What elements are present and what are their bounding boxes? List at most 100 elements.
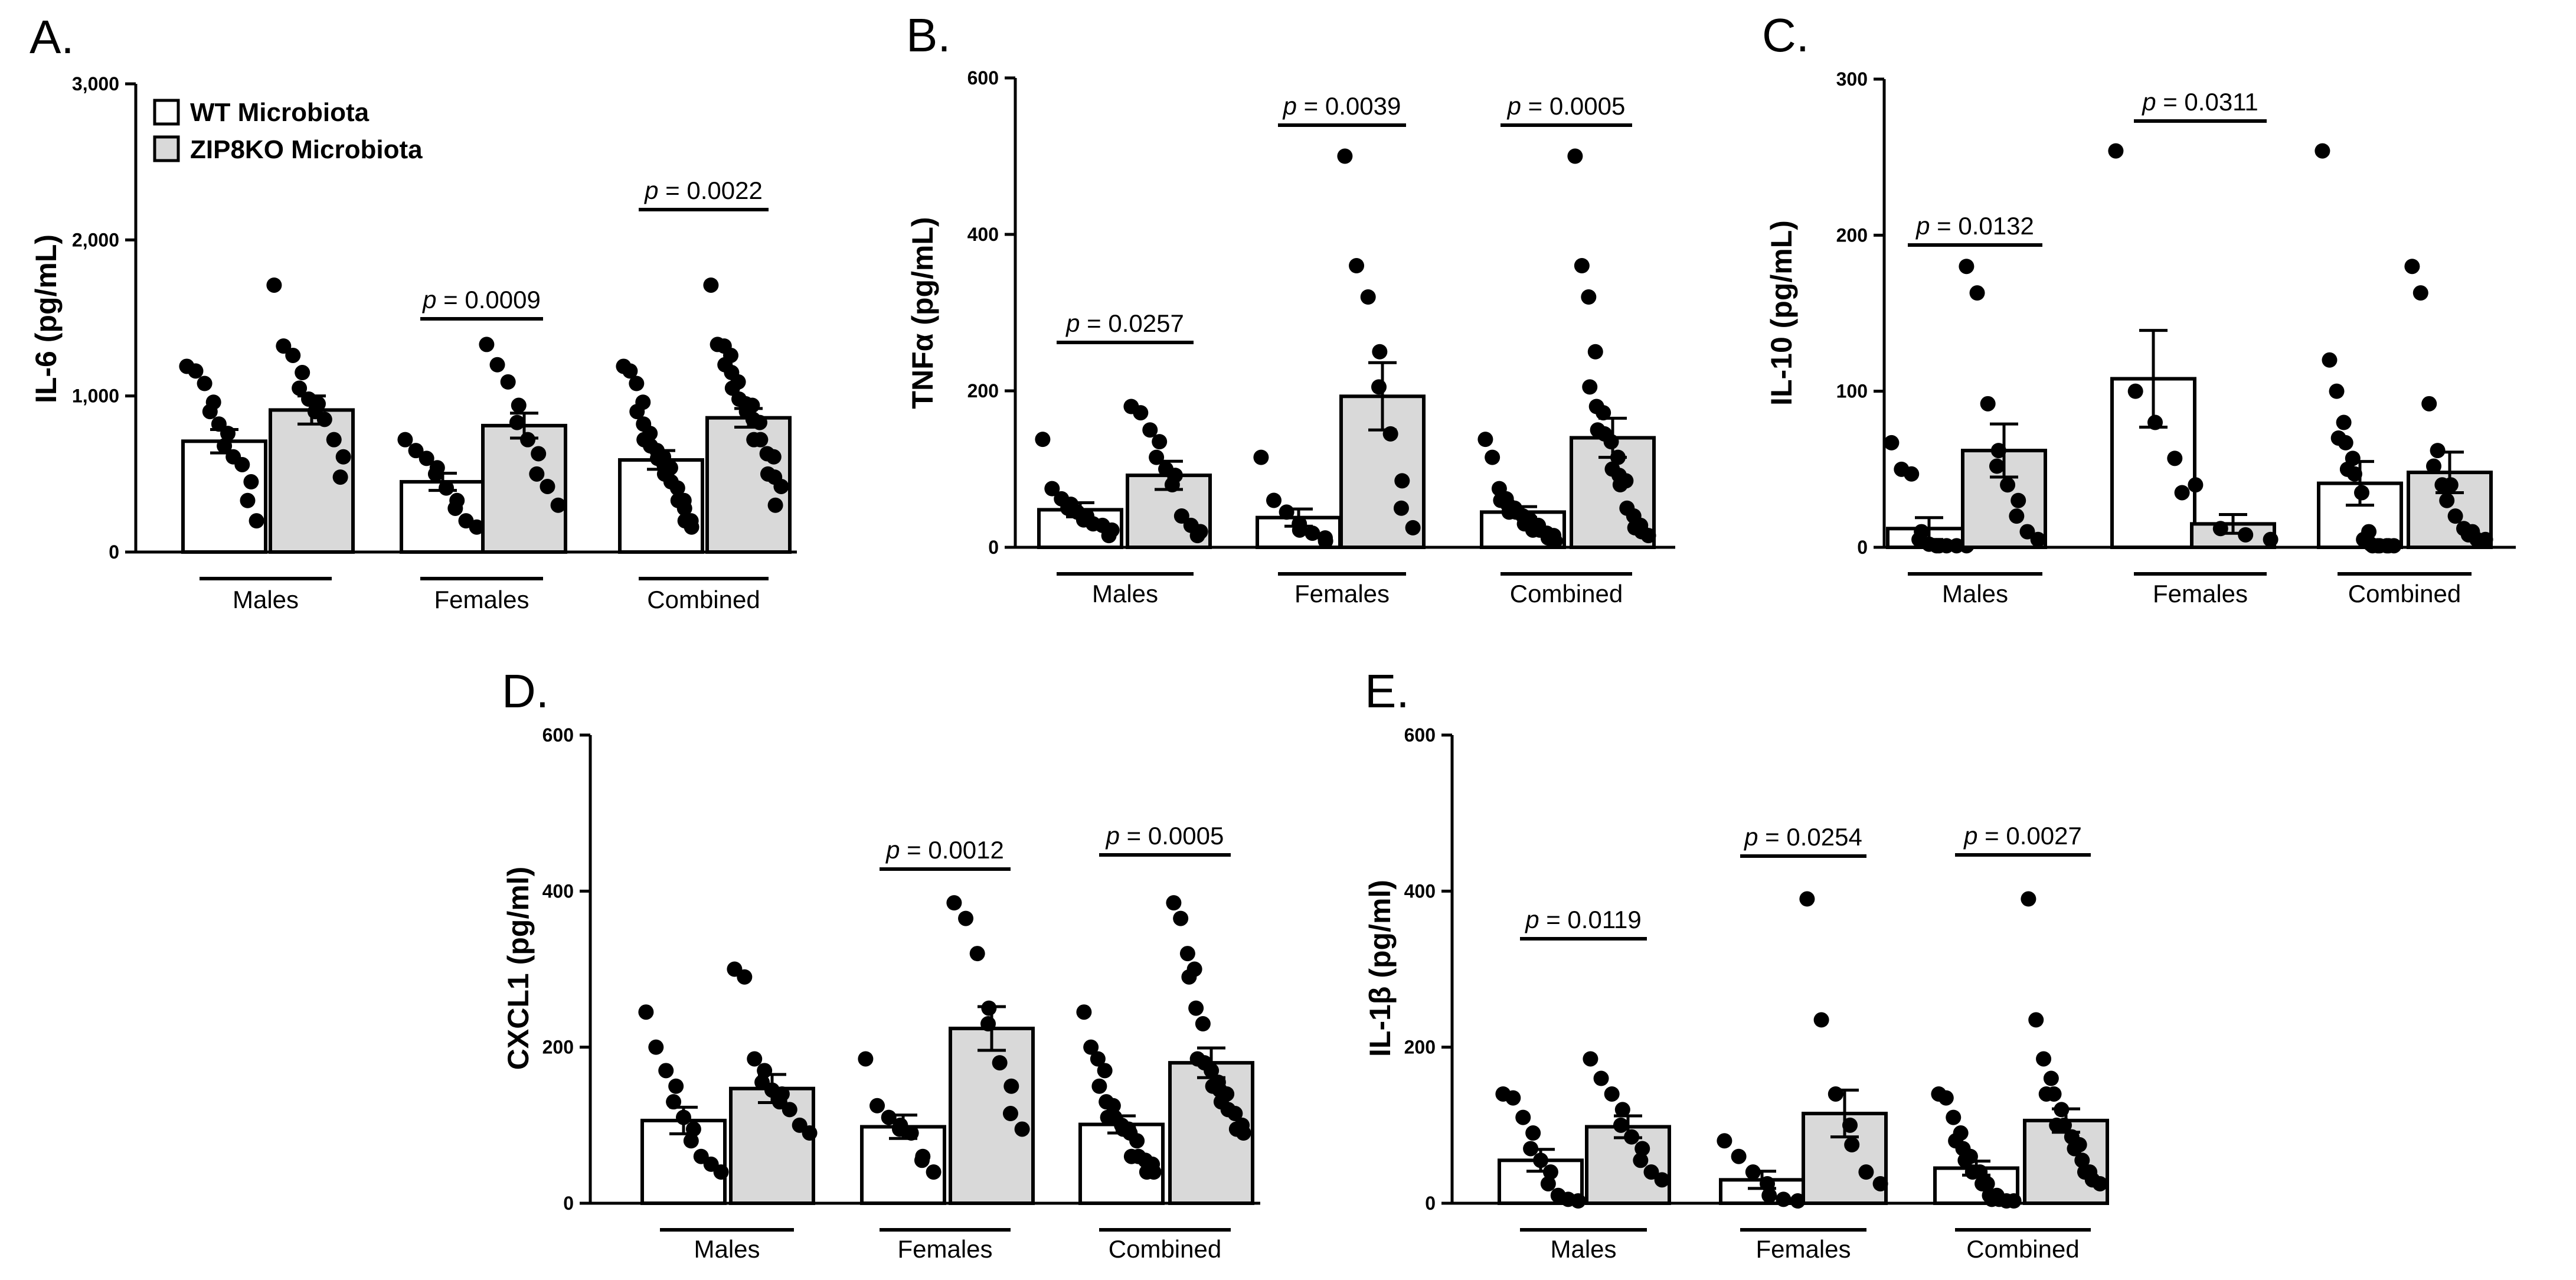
data-point bbox=[2108, 143, 2124, 159]
data-point bbox=[1393, 500, 1409, 516]
data-point bbox=[1959, 259, 1975, 275]
y-tick-label: 0 bbox=[109, 541, 119, 563]
data-point bbox=[511, 397, 527, 413]
data-point bbox=[2447, 508, 2463, 524]
data-point bbox=[1593, 1070, 1609, 1086]
data-point bbox=[1643, 1164, 1659, 1180]
legend: WT Microbiota ZIP8KO Microbiota bbox=[153, 98, 423, 164]
data-point bbox=[202, 404, 218, 420]
data-point bbox=[1146, 1164, 1162, 1180]
y-axis-label: CXCL1 (pg/ml) bbox=[502, 867, 535, 1070]
data-point bbox=[969, 946, 985, 962]
pvalue-label: p = 0.0254 bbox=[1743, 823, 1862, 851]
data-point bbox=[992, 1055, 1008, 1071]
data-point bbox=[737, 969, 753, 985]
data-point bbox=[1583, 1051, 1598, 1067]
data-point bbox=[2322, 352, 2338, 368]
data-point bbox=[658, 1063, 674, 1079]
data-point bbox=[2057, 1117, 2072, 1133]
data-point bbox=[1189, 528, 1205, 544]
category-label: Females bbox=[434, 586, 529, 613]
y-tick-label: 0 bbox=[563, 1193, 574, 1214]
category-label: Females bbox=[897, 1235, 992, 1263]
data-point bbox=[1776, 1191, 1792, 1207]
data-point bbox=[550, 497, 566, 513]
data-point bbox=[285, 347, 301, 363]
data-point bbox=[1337, 148, 1353, 164]
data-point bbox=[1091, 1078, 1107, 1094]
data-point bbox=[1515, 1109, 1531, 1125]
data-point bbox=[1097, 1063, 1113, 1079]
data-point bbox=[243, 474, 259, 490]
data-point bbox=[2263, 531, 2278, 547]
data-point bbox=[1179, 946, 1195, 962]
data-point bbox=[903, 1125, 919, 1141]
data-point bbox=[1044, 481, 1060, 497]
data-point bbox=[2174, 485, 2190, 501]
y-tick-label: 200 bbox=[967, 380, 999, 401]
data-point bbox=[249, 513, 264, 529]
category-label: Combined bbox=[2348, 580, 2461, 608]
y-axis-label: IL-6 (pg/mL) bbox=[30, 234, 63, 403]
data-point bbox=[1371, 379, 1387, 395]
data-point bbox=[1884, 435, 1900, 450]
data-point bbox=[1975, 1175, 1990, 1191]
data-point bbox=[1305, 525, 1320, 541]
data-point bbox=[447, 500, 463, 516]
y-tick-label: 0 bbox=[988, 537, 999, 558]
y-axis-label: IL-1β (pg/ml) bbox=[1364, 880, 1397, 1057]
y-tick-label: 600 bbox=[1404, 724, 1436, 746]
data-point bbox=[2346, 466, 2362, 482]
category-label: Females bbox=[1756, 1235, 1851, 1263]
category-label: Combined bbox=[1966, 1235, 2079, 1263]
data-point bbox=[767, 497, 783, 513]
category-label: Combined bbox=[647, 586, 760, 613]
data-point bbox=[1612, 477, 1628, 492]
data-point bbox=[1990, 443, 2006, 459]
y-tick-label: 600 bbox=[967, 67, 999, 89]
data-point bbox=[397, 432, 413, 448]
data-point bbox=[1969, 285, 1985, 301]
data-point bbox=[2046, 1086, 2062, 1102]
data-point bbox=[520, 432, 536, 448]
data-point bbox=[1587, 344, 1603, 360]
data-point bbox=[540, 478, 555, 494]
pvalue-label: p = 0.0257 bbox=[1065, 309, 1184, 337]
panel-letter: C. bbox=[1762, 9, 1809, 61]
data-point bbox=[2381, 538, 2397, 554]
y-tick-label: 400 bbox=[542, 880, 574, 902]
data-point bbox=[1090, 1051, 1106, 1067]
data-point bbox=[1173, 910, 1189, 926]
y-tick-label: 200 bbox=[1404, 1037, 1436, 1058]
data-point bbox=[1035, 432, 1051, 448]
data-point bbox=[2188, 477, 2204, 493]
data-point bbox=[2000, 477, 2016, 493]
data-point bbox=[2329, 383, 2345, 399]
data-point bbox=[1405, 520, 1421, 535]
data-point bbox=[1166, 895, 1182, 911]
data-point bbox=[2477, 531, 2493, 547]
data-point bbox=[1083, 1039, 1099, 1055]
data-point bbox=[747, 1051, 763, 1067]
data-point bbox=[2426, 458, 2441, 474]
data-point bbox=[946, 895, 962, 911]
data-point bbox=[2127, 383, 2143, 399]
data-point bbox=[1654, 1172, 1670, 1188]
data-point bbox=[2021, 891, 2036, 907]
data-point bbox=[1253, 449, 1269, 465]
data-point bbox=[332, 469, 348, 485]
y-tick-label: 400 bbox=[1404, 880, 1436, 902]
legend-swatch-wt bbox=[153, 99, 180, 126]
data-point bbox=[1596, 405, 1611, 421]
data-point bbox=[858, 1051, 874, 1067]
data-point bbox=[676, 500, 692, 516]
data-point bbox=[2421, 396, 2437, 412]
pvalue-label: p = 0.0027 bbox=[1963, 822, 2082, 850]
y-tick-label: 0 bbox=[1425, 1193, 1436, 1214]
data-point bbox=[2315, 143, 2330, 159]
panel-d: D. CXCL1 (pg/ml) 0 200 400 600 Males Females Com… bbox=[502, 665, 1260, 1263]
data-point bbox=[773, 478, 789, 494]
data-point bbox=[1372, 344, 1388, 360]
data-point bbox=[1640, 528, 1656, 544]
data-point bbox=[1505, 1090, 1521, 1106]
